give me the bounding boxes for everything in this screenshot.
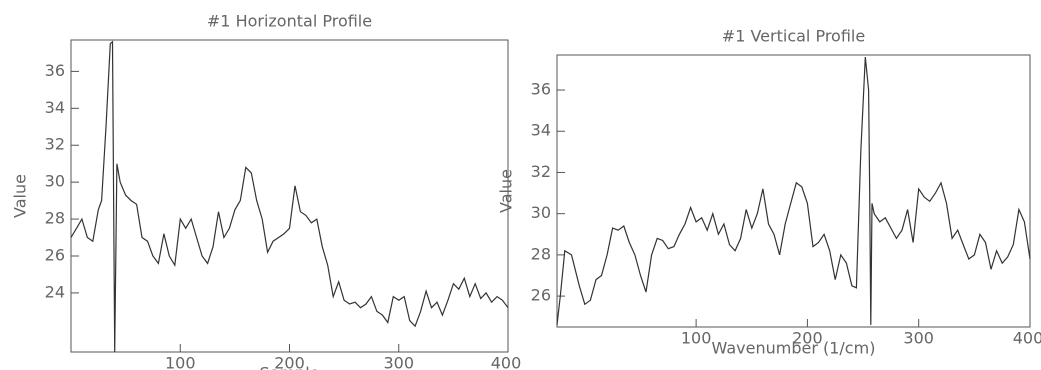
y-tick-label: 28 <box>45 209 65 228</box>
y-tick-label: 34 <box>45 98 65 117</box>
y-tick-label: 30 <box>531 203 551 222</box>
y-tick-label: 32 <box>45 135 65 154</box>
y-axis-label: Value <box>11 174 30 218</box>
plot-frame <box>70 39 509 353</box>
x-tick-label: 200 <box>792 329 823 348</box>
y-axis-label: Value <box>497 169 516 213</box>
chart-title: #1 Horizontal Profile <box>207 12 372 31</box>
y-tick-label: 32 <box>531 162 551 181</box>
x-tick-label: 100 <box>165 354 196 370</box>
x-tick-label: 400 <box>1013 329 1041 348</box>
y-tick-label: 24 <box>45 282 65 301</box>
y-tick-label: 26 <box>45 246 65 265</box>
y-tick-label: 36 <box>45 61 65 80</box>
x-axis-label: Wavenumber (1/cm) <box>712 339 876 358</box>
x-tick-label: 300 <box>383 354 414 370</box>
profile-line <box>556 57 1031 325</box>
x-tick-label: 400 <box>491 354 522 370</box>
chart-title: #1 Vertical Profile <box>722 27 865 46</box>
y-tick-label: 28 <box>531 244 551 263</box>
x-tick-label: 300 <box>903 329 934 348</box>
x-tick-label: 100 <box>681 329 712 348</box>
x-tick-label: 200 <box>274 354 305 370</box>
profile-line <box>70 40 509 353</box>
y-tick-label: 30 <box>45 172 65 191</box>
x-axis-label: Sample <box>260 364 320 370</box>
y-tick-label: 26 <box>531 286 551 305</box>
y-tick-label: 34 <box>531 121 551 140</box>
y-tick-label: 36 <box>531 80 551 99</box>
plot-frame <box>556 54 1031 328</box>
